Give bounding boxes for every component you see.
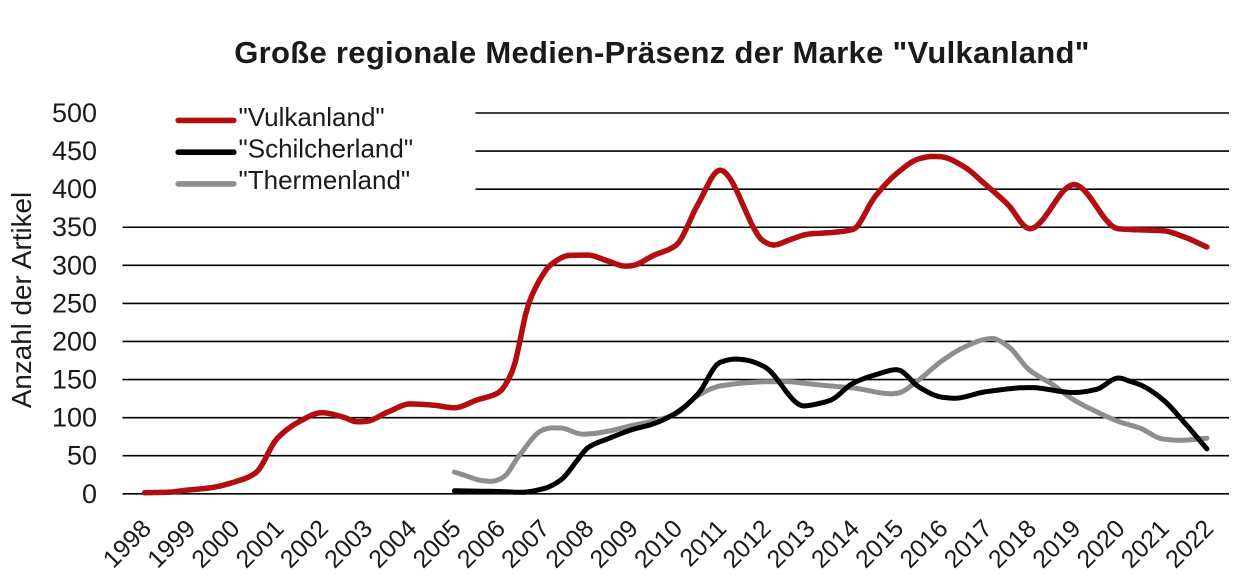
svg-text:0: 0 xyxy=(82,479,97,509)
svg-text:350: 350 xyxy=(52,212,97,242)
svg-text:Große regionale Medien-Präsenz: Große regionale Medien-Präsenz der Marke… xyxy=(234,35,1090,70)
svg-text:450: 450 xyxy=(52,136,97,166)
svg-text:"Thermenland": "Thermenland" xyxy=(239,165,411,195)
svg-text:200: 200 xyxy=(52,327,97,357)
svg-text:50: 50 xyxy=(67,441,97,471)
svg-text:Anzahl der Artikel: Anzahl der Artikel xyxy=(6,192,37,408)
svg-text:250: 250 xyxy=(52,288,97,318)
svg-text:"Schilcherland": "Schilcherland" xyxy=(239,134,414,164)
svg-text:100: 100 xyxy=(52,403,97,433)
svg-text:150: 150 xyxy=(52,365,97,395)
svg-text:400: 400 xyxy=(52,174,97,204)
svg-text:500: 500 xyxy=(52,98,97,128)
svg-text:"Vulkanland": "Vulkanland" xyxy=(239,102,385,132)
svg-text:300: 300 xyxy=(52,250,97,280)
